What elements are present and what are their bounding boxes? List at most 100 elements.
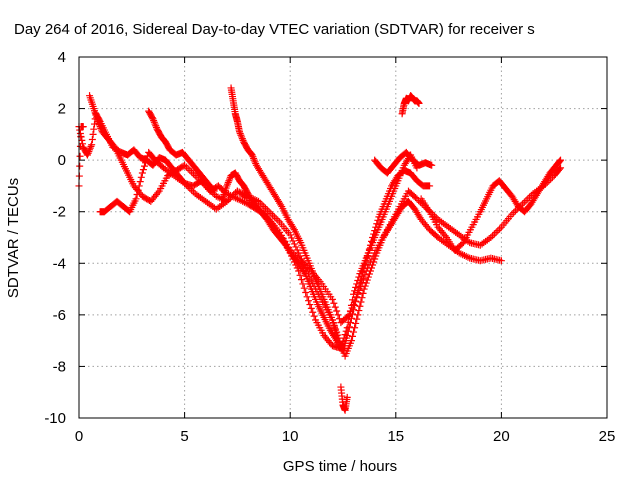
grid [79,57,607,418]
series-track-j [337,383,351,414]
data-point [363,253,371,261]
data-point [88,141,96,149]
series-track-f [145,107,218,195]
data-point [368,255,376,263]
data-point [85,148,93,156]
data-point [209,186,217,194]
data-point [237,131,245,139]
data-point [293,246,301,254]
data-point [328,295,336,303]
data-point [490,230,498,238]
data-point [557,164,565,172]
series-track-e [227,84,341,339]
chart-title: Day 264 of 2016, Sidereal Day-to-day VTE… [14,21,535,38]
x-tick-label: 15 [387,428,404,445]
data-point [289,237,297,245]
data-point [354,289,362,297]
x-tick-label: 25 [599,428,616,445]
data-point [289,224,297,232]
data-point [349,332,357,340]
data-point [497,257,505,265]
data-point [412,194,420,202]
data-point [345,323,353,331]
data-point [372,223,380,231]
data-point [238,135,246,143]
data-point [370,230,378,238]
data-point [277,201,285,209]
data-point [354,311,362,319]
data-point [303,293,311,301]
y-tick-label: -4 [53,255,66,272]
data-point [343,393,351,401]
data-point [364,273,372,281]
data-point [415,99,423,107]
data-point [524,195,532,203]
data-point [236,129,244,137]
data-point [238,133,246,141]
data-point [79,123,87,131]
data-point [299,280,307,288]
data-point [248,151,256,159]
data-point [557,156,565,164]
x-tick-label: 5 [180,428,188,445]
data-point [331,303,339,311]
data-point [330,299,338,307]
data-point [274,216,282,224]
data-point [492,228,500,236]
data-point [359,268,367,276]
data-point [292,243,300,251]
data-point [510,209,518,217]
data-point [356,280,364,288]
data-point [343,331,351,339]
data-point [296,271,304,279]
data-point [76,152,84,160]
data-point [142,159,150,167]
data-point [351,301,359,309]
data-point [360,285,368,293]
data-point [344,327,352,335]
data-point [363,276,371,284]
data-point [333,331,341,339]
data-point [366,241,374,249]
data-point [225,177,233,185]
data-point [132,195,140,203]
data-point [152,122,160,130]
data-point [249,153,257,161]
data-point [136,178,144,186]
data-point [226,175,234,183]
data-point [355,307,363,315]
data-point [151,120,159,128]
data-point [334,311,342,319]
data-point [286,231,294,239]
data-point [365,270,373,278]
data-point [83,151,91,159]
data-point [302,289,310,297]
data-point [555,165,563,173]
data-point [496,225,504,233]
data-point [361,261,369,269]
data-point [355,284,363,292]
data-point [76,162,84,170]
x-tick-label: 0 [75,428,83,445]
data-point [300,268,308,276]
data-point [494,227,502,235]
data-point [310,312,318,320]
data-point [210,187,218,195]
data-point [90,125,98,133]
data-point [522,197,530,205]
data-point [88,136,96,144]
data-point [350,328,358,336]
data-point [344,312,352,320]
y-tick-label: -8 [53,358,66,375]
data-point [138,169,146,177]
data-point [353,315,361,323]
data-point [428,161,436,169]
data-point [84,149,92,157]
data-point [224,180,232,188]
y-tick-label: 0 [58,152,66,169]
data-points [75,84,565,414]
data-point [150,118,158,126]
series-track-g [398,92,423,118]
data-point [288,234,296,242]
y-axis-label: SDTVAR / TECUs [5,178,22,298]
